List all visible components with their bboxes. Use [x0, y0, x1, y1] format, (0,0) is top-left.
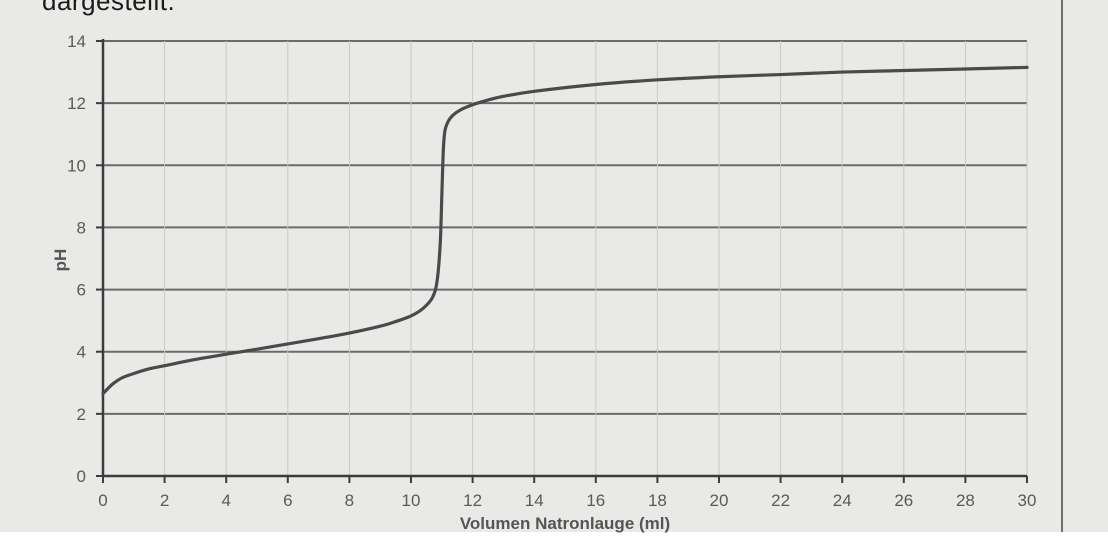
x-tick-label: 26 [894, 491, 913, 510]
x-tick-label: 14 [525, 491, 544, 510]
x-tick-label: 2 [160, 491, 169, 510]
x-tick-label: 18 [648, 491, 667, 510]
x-tick-label: 10 [402, 491, 421, 510]
titration-curve [101, 65, 1029, 396]
x-tick-label: 0 [98, 491, 107, 510]
y-tick-label: 12 [67, 94, 86, 113]
series-group [101, 65, 1029, 396]
x-tick-label: 28 [956, 491, 975, 510]
x-tick-label: 30 [1018, 491, 1037, 510]
y-tick-label: 4 [77, 343, 86, 362]
x-tick-label: 8 [345, 491, 354, 510]
y-tick-label: 10 [67, 156, 86, 175]
x-tick-label: 22 [771, 491, 790, 510]
x-tick-label: 4 [221, 491, 230, 510]
x-tick-label: 24 [833, 491, 852, 510]
x-tick-label: 20 [710, 491, 729, 510]
x-tick-label: 16 [586, 491, 605, 510]
y-tick-label: 14 [67, 32, 86, 51]
y-tick-label: 8 [77, 218, 86, 237]
axes [96, 39, 1028, 483]
x-tick-label: 6 [283, 491, 292, 510]
y-tick-label: 0 [77, 467, 86, 486]
grid-lines [103, 40, 1028, 476]
bottom-band [0, 532, 1108, 544]
y-axis-title: pH [51, 249, 70, 272]
y-tick-label: 6 [77, 281, 86, 300]
caption-text: dargestellt. [42, 0, 176, 16]
x-tick-label: 12 [463, 491, 482, 510]
page-frame-line [1061, 0, 1063, 544]
y-tick-label: 2 [77, 405, 86, 424]
x-axis-title: Volumen Natronlauge (ml) [460, 514, 670, 533]
